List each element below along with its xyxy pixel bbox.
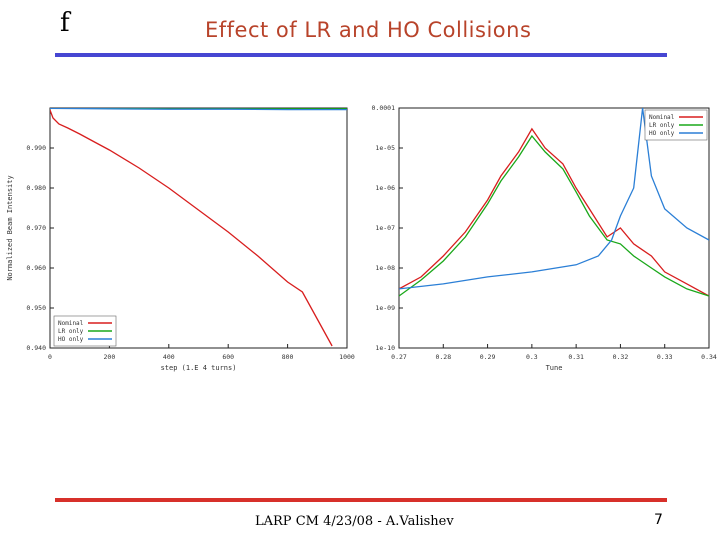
legend-label: Nominal [649, 114, 675, 121]
footer-text: LARP CM 4/23/08 - A.Valishev [255, 514, 454, 529]
x-tick-label: 800 [282, 353, 294, 361]
series-line-1 [399, 127, 709, 297]
y-tick-label: 0.960 [26, 264, 46, 272]
y-tick-label: 0.970 [26, 224, 46, 232]
series-line-2 [399, 134, 709, 297]
y-tick-label: 0.940 [26, 344, 46, 352]
x-tick-label: 0.31 [568, 353, 584, 361]
legend-label: LR only [649, 122, 675, 129]
x-axis-label: Tune [546, 364, 563, 372]
x-tick-label: 0.33 [657, 353, 673, 361]
y-tick-label: 1e-05 [375, 144, 395, 152]
plot-frame [49, 107, 348, 349]
legend-label: HO only [649, 130, 675, 137]
legend-label: HO only [58, 336, 84, 343]
x-tick-label: 0.27 [391, 353, 407, 361]
y-tick-label: 0.980 [26, 184, 46, 192]
top-rule [55, 53, 667, 57]
legend-label: Nominal [58, 320, 84, 327]
y-axis-label: Normalized Beam Intensity [6, 175, 14, 280]
chart-tune-spectrum: 0.27 0.28 0.29 0.3 0.31 0.32 0.33 0.34 1e-10 1e-0… [372, 104, 717, 372]
x-tick-label: 0.29 [480, 353, 496, 361]
x-tick-label: 600 [222, 353, 234, 361]
y-tick-label: 1e-06 [375, 184, 395, 192]
x-tick-label: 0.28 [435, 353, 451, 361]
bottom-rule [55, 498, 667, 502]
x-tick-label: 400 [163, 353, 175, 361]
series-line-3 [399, 108, 709, 290]
y-tick-label: 0.950 [26, 304, 46, 312]
x-tick-label: 0.34 [701, 353, 717, 361]
y-tick-label: 0.990 [26, 144, 46, 152]
chart-beam-intensity: 0 200 400 600 800 1000 0.940 0.950 0.960 0.970 0.9… [6, 107, 355, 372]
x-tick-label: 1000 [339, 353, 355, 361]
slide-title: Effect of LR and HO Collisions [205, 18, 532, 42]
x-axis-label: step (1.E 4 turns) [161, 364, 237, 372]
x-tick-label: 200 [104, 353, 116, 361]
y-tick-label: 1e-09 [375, 304, 395, 312]
y-tick-label: 1e-07 [375, 224, 395, 232]
x-tick-label: 0.32 [613, 353, 629, 361]
legend-label: LR only [58, 328, 84, 335]
series-line-3 [50, 108, 347, 111]
plot-frame [398, 107, 710, 349]
y-tick-label: 1e-08 [375, 264, 395, 272]
x-tick-label: 0 [48, 353, 52, 361]
y-tick-label: 0.0001 [372, 104, 396, 112]
slide-mark: f [60, 8, 70, 38]
series-line-1 [50, 109, 333, 347]
x-tick-label: 0.3 [526, 353, 538, 361]
y-tick-label: 1e-10 [375, 344, 395, 352]
page-number: 7 [654, 512, 663, 528]
